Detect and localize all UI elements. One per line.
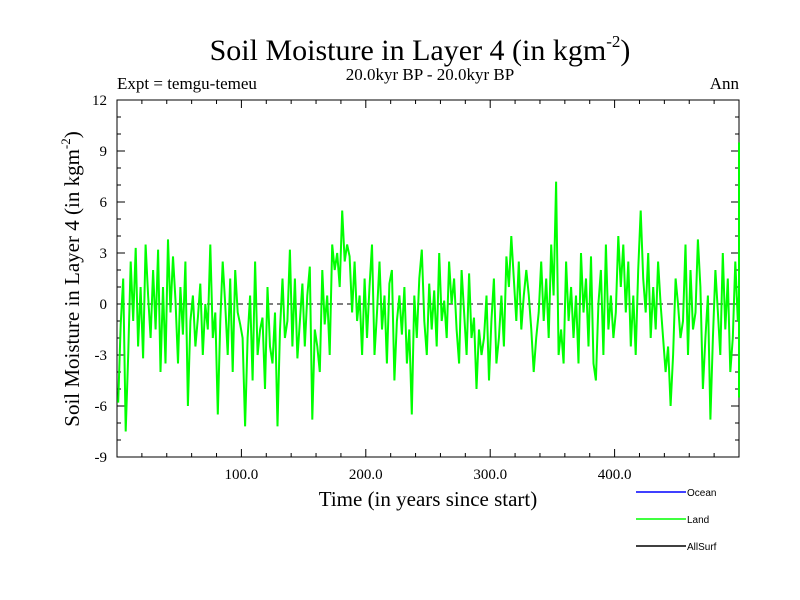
chart-title: Soil Moisture in Layer 4 (in kgm-2): [210, 32, 631, 67]
chart-title-end: ): [620, 34, 630, 67]
x-tick-label: 400.0: [598, 467, 632, 483]
y-tick-label: -3: [95, 348, 108, 364]
y-tick-label: 0: [100, 297, 108, 313]
y-axis: -9 -6 -3 0 3 6 9 12: [92, 93, 739, 466]
x-tick-label: 100.0: [225, 467, 259, 483]
legend-label-ocean: Ocean: [687, 488, 716, 499]
x-tick-label: 300.0: [473, 467, 507, 483]
x-axis: 100.0 200.0 300.0 400.0: [141, 100, 715, 483]
legend-label-land: Land: [687, 515, 709, 526]
y-axis-label-main: Soil Moisture in Layer 4 (in kgm: [60, 149, 84, 427]
y-tick-label: 3: [100, 246, 108, 262]
y-tick-label: 9: [100, 144, 108, 160]
x-tick-label: 200.0: [349, 467, 383, 483]
y-tick-label: 6: [100, 195, 108, 211]
season-label: Ann: [710, 74, 740, 93]
y-tick-label: 12: [92, 93, 107, 109]
y-tick-label: -6: [95, 399, 108, 415]
chart-title-sup: -2: [606, 32, 620, 51]
chart-subtitle: 20.0kyr BP - 20.0kyr BP: [346, 65, 514, 84]
y-axis-label-sup: -2: [58, 138, 73, 149]
expt-label: Expt = temgu-temeu: [117, 74, 257, 93]
series-land-line: [117, 142, 740, 432]
y-axis-label-end: ): [60, 131, 84, 138]
chart-title-main: Soil Moisture in Layer 4 (in kgm: [210, 34, 607, 67]
legend: Ocean Land AllSurf: [636, 488, 717, 553]
x-axis-label: Time (in years since start): [319, 487, 538, 511]
y-tick-label: -9: [95, 450, 108, 466]
legend-label-allsurf: AllSurf: [687, 542, 717, 553]
y-axis-label: Soil Moisture in Layer 4 (in kgm-2): [58, 131, 84, 426]
